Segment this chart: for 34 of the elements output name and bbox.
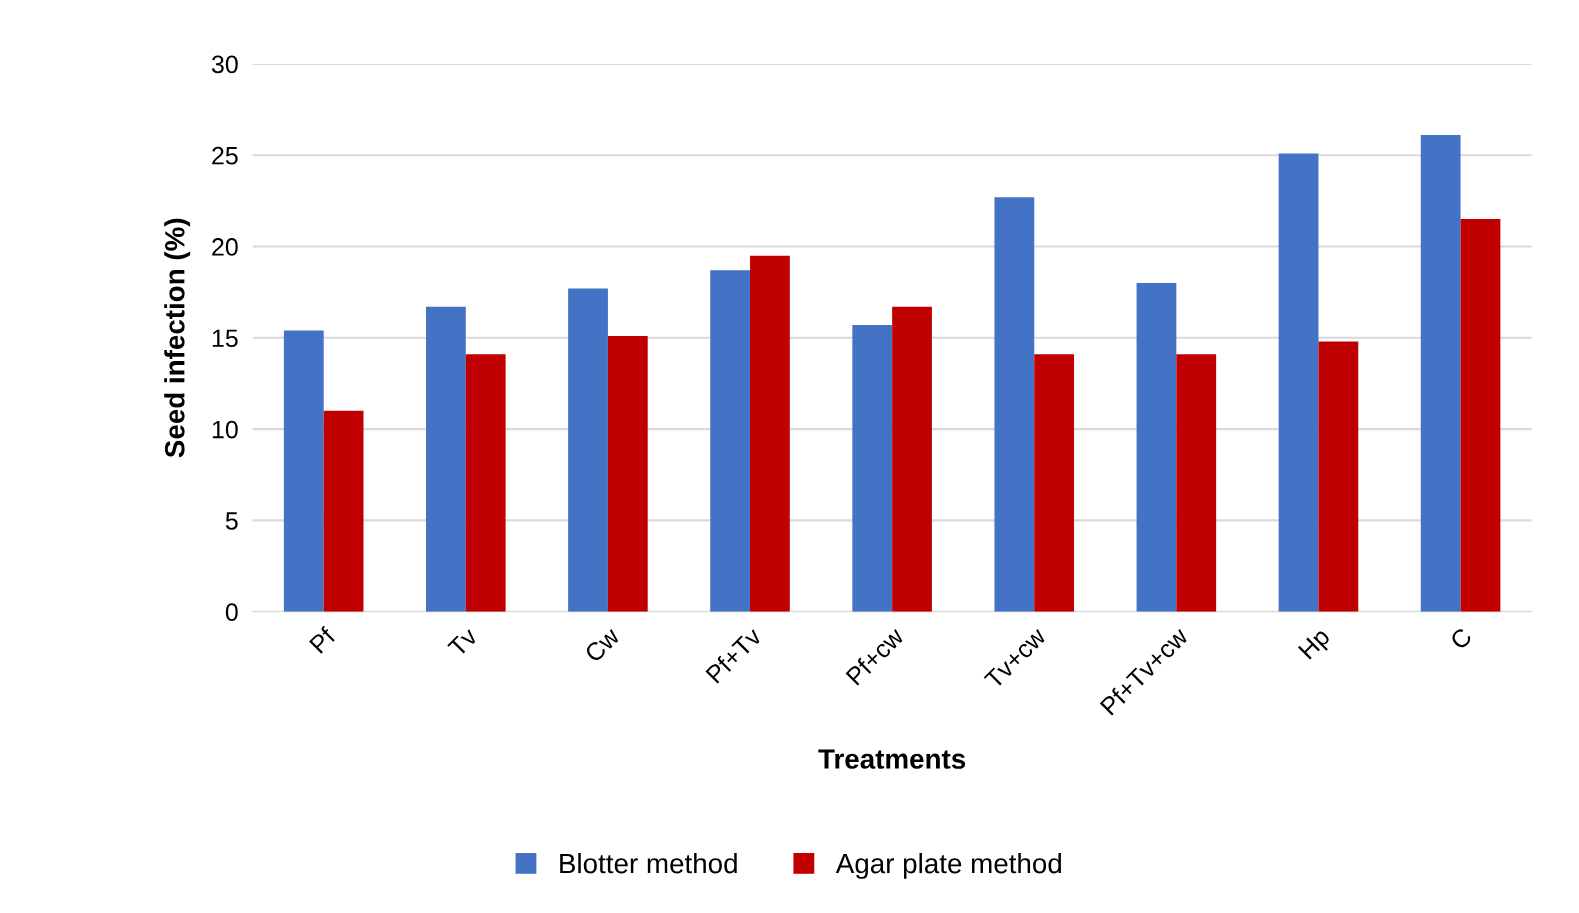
- bar: [750, 255, 790, 612]
- bar: [283, 330, 324, 612]
- x-tick-label: Cw: [583, 626, 621, 664]
- bar: [1460, 219, 1501, 612]
- bar: [1034, 354, 1075, 612]
- y-tick-label: 5: [225, 512, 238, 530]
- bar: [568, 288, 608, 612]
- y-tick-label: 15: [212, 329, 238, 348]
- y-tick-label: 30: [211, 55, 238, 74]
- bar: [1278, 153, 1319, 612]
- y-tick-label: 25: [212, 146, 238, 165]
- bar: [426, 306, 466, 612]
- legend-label: Agar plate method: [835, 852, 1061, 879]
- bar: [1420, 135, 1461, 612]
- x-tick-label: Tv: [447, 626, 479, 658]
- bar: [1136, 283, 1177, 612]
- bar: [1318, 341, 1359, 612]
- bar: [1176, 354, 1217, 612]
- bar: [607, 335, 648, 612]
- bar: [994, 197, 1035, 612]
- y-tick-label: 0: [225, 603, 238, 622]
- x-tick-label: Hp: [1297, 626, 1335, 664]
- x-tick-label: Pf: [308, 625, 337, 654]
- y-tick-label: 10: [212, 420, 238, 439]
- x-tick-label: C: [1449, 626, 1473, 651]
- bar: [323, 410, 364, 612]
- y-axis-title: Seed infection (%): [164, 218, 191, 458]
- bar: [852, 325, 893, 612]
- x-axis-title: Treatments: [818, 749, 966, 769]
- legend-label: Blotter method: [560, 852, 737, 874]
- bar: [710, 270, 751, 612]
- bar: [892, 306, 932, 612]
- y-tick-label: 20: [212, 238, 238, 256]
- bar: [465, 354, 506, 612]
